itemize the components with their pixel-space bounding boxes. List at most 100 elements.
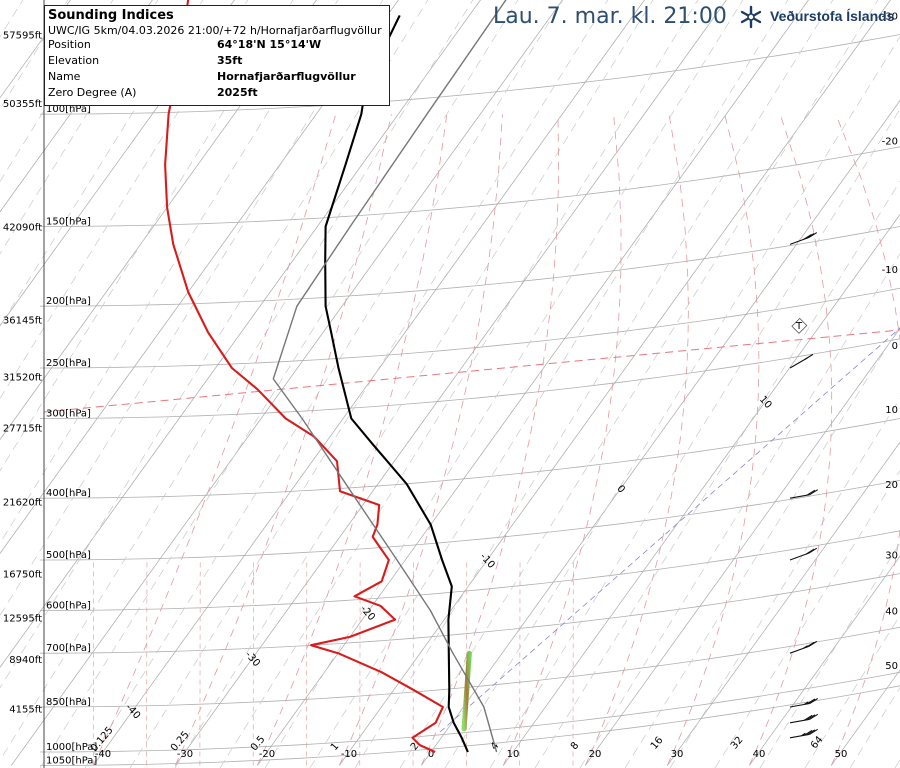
temperature-tick-label: -10 [341, 749, 357, 760]
right-axis-label: -10 [882, 265, 898, 276]
brand-name: Veðurstofa Íslands [770, 8, 895, 24]
isotherm-line [256, 0, 809, 766]
altitude-label: 16750ft [3, 570, 42, 581]
pressure-label: 200[hPa] [46, 296, 91, 307]
info-key: Name [48, 70, 81, 83]
moist-adiabat-line [666, 114, 760, 766]
pressure-label: 150[hPa] [46, 216, 91, 227]
dry-adiabat-line [0, 0, 249, 400]
isotherm-line [92, 0, 645, 766]
wind-barb-staff [789, 494, 810, 499]
wind-barb-feather [804, 353, 814, 360]
moist-adiabat-line [584, 114, 689, 766]
info-key: Position [48, 38, 91, 51]
wind-barb [789, 713, 818, 724]
dry-adiabat-line [309, 0, 789, 768]
temperature-tick-label: 50 [835, 749, 848, 760]
pressure-label: 1050[hPa] [46, 756, 97, 767]
altitude-label: 64375ft [3, 0, 42, 2]
altitude-label: 57595ft [3, 30, 42, 41]
info-row-elevation: Elevation 35ft [45, 53, 389, 69]
pressure-label: 1000[hPa] [46, 742, 97, 753]
wind-barb-feather [808, 547, 818, 554]
profile-line-1 [164, 0, 444, 753]
dry-adiabat-line [0, 0, 294, 472]
right-axis-label: -20 [882, 137, 898, 148]
snowflake-icon [740, 5, 762, 29]
altitude-label: 21620ft [3, 498, 42, 509]
temperature-tick-label: -20 [259, 749, 275, 760]
dry-adiabat-line [444, 36, 900, 768]
isotherm-line [174, 0, 727, 766]
dry-adiabat-line [0, 0, 384, 616]
moist-adiabat-line [748, 114, 833, 766]
altitude-label: 50355ft [3, 99, 42, 110]
isobar-line [40, 479, 900, 561]
wind-barb [789, 353, 814, 369]
temperature-tick-label: 40 [753, 749, 766, 760]
temperature-tick-label: 0 [428, 749, 434, 760]
wind-barb-staff [789, 733, 810, 739]
dry-adiabat-line [0, 0, 429, 689]
moist-adiabat-line [830, 114, 900, 766]
right-axis-label: 40 [885, 607, 898, 618]
pressure-label: 300[hPa] [46, 408, 91, 419]
right-axis-label: 20 [885, 480, 898, 491]
wind-barb-feather [805, 641, 815, 648]
isobar-line [40, 287, 900, 369]
pressure-label: 100[hPa] [46, 104, 91, 115]
moist-adiabat-line [92, 114, 337, 766]
dry-adiabat-line [0, 0, 204, 327]
dry-adiabat-line [489, 108, 900, 768]
dry-adiabat-line [0, 0, 15, 768]
altitude-label: 31520ft [3, 373, 42, 384]
forecast-datetime-title: Lau. 7. mar. kl. 21:00 [493, 4, 727, 29]
right-axis-label: -30 [882, 11, 898, 22]
temperature-tick-label: 30 [671, 749, 684, 760]
wind-barb-feather [806, 489, 816, 496]
isobar-line [40, 685, 900, 766]
altitude-label: 4155ft [9, 705, 42, 716]
wind-barb-feather [809, 728, 818, 735]
info-run: UWC/IG 5km/04.03.2026 21:00/+72 h/Hornaf… [48, 24, 382, 37]
wind-barb [789, 232, 818, 245]
sounding-indices-box: Sounding Indices UWC/IG 5km/04.03.2026 2… [44, 5, 390, 106]
wind-barb-half-feather [801, 732, 806, 737]
dry-adiabat-line [39, 0, 519, 768]
wind-barb-feather [803, 233, 812, 240]
pressure-label: 700[hPa] [46, 643, 91, 654]
moist-adiabat-line [338, 114, 503, 766]
wind-barb-half-feather [803, 701, 809, 705]
altitude-label: 12595ft [3, 613, 42, 624]
isotherm-line [748, 555, 900, 766]
altitude-label: 8940ft [9, 655, 42, 666]
isobar-line [40, 338, 900, 419]
mixing-ratio-label: 16 [649, 735, 666, 752]
moist-adiabat-line [174, 114, 392, 766]
info-value: Hornafjarðarflugvöllur [217, 70, 356, 83]
info-title: Sounding Indices [48, 8, 174, 23]
wind-barb-feather [809, 489, 818, 496]
wind-barb-feather [809, 698, 818, 704]
wind-barb-feather [808, 232, 818, 239]
isotherm-label: 10 [757, 394, 774, 411]
wind-barb [789, 489, 818, 499]
wind-barb [789, 640, 818, 654]
isobar-line [39, 626, 900, 708]
mixing-ratio-label: 32 [729, 735, 746, 752]
info-key: Zero Degree (A) [48, 86, 137, 99]
altitude-label: 27715ft [3, 424, 42, 435]
dry-adiabat-line [0, 0, 474, 761]
right-axis-label: 50 [885, 661, 898, 672]
wind-barb-staff [789, 357, 808, 369]
isobar-line [40, 530, 900, 611]
isobar-line [39, 226, 900, 307]
wind-barb [789, 698, 818, 708]
isotherm-label: -40 [123, 702, 142, 722]
dry-adiabat-line [84, 0, 564, 768]
dry-adiabat-line [399, 0, 879, 768]
moist-adiabat-line [502, 114, 622, 766]
wind-barb-feather [805, 548, 815, 555]
